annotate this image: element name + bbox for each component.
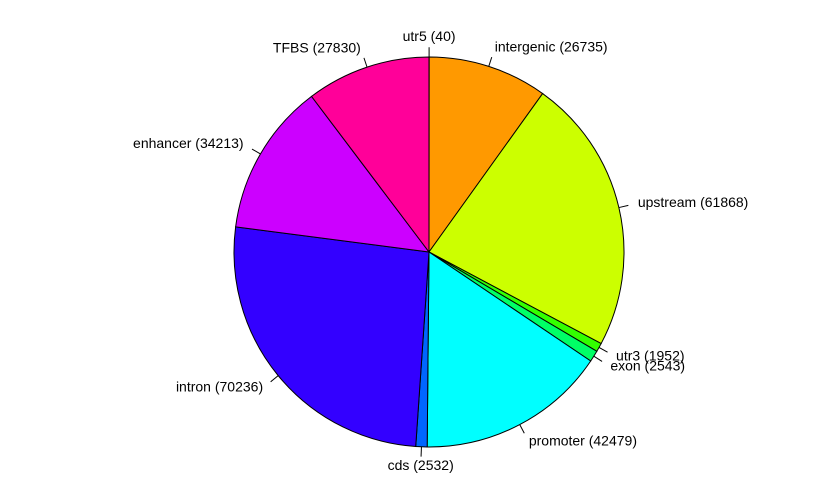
slice-label: TFBS (27830): [273, 39, 361, 55]
pie-slice: [426, 251, 592, 448]
pie-slice: [310, 56, 430, 254]
pie-slice: [428, 56, 544, 254]
label-line: [363, 57, 368, 68]
slice-label: exon (2543): [610, 357, 685, 373]
pie-slice: [233, 226, 430, 448]
label-line: [251, 148, 261, 155]
slice-label: utr3 (1952): [616, 348, 684, 364]
slice-label: enhancer (34213): [133, 135, 244, 151]
slice-label: upstream (61868): [638, 194, 749, 210]
slice-label: cds (2532): [388, 457, 454, 473]
label-line: [519, 424, 525, 434]
slice-label: promoter (42479): [529, 433, 637, 449]
label-line: [270, 375, 279, 383]
label-line: [598, 347, 608, 353]
slice-label: intergenic (26735): [495, 39, 608, 55]
pie-slice: [428, 92, 625, 345]
label-line: [618, 204, 629, 209]
label-line: [488, 56, 493, 67]
slice-label: intron (70236): [176, 379, 263, 395]
slice-label: utr5 (40): [403, 28, 456, 44]
label-line: [593, 355, 603, 362]
